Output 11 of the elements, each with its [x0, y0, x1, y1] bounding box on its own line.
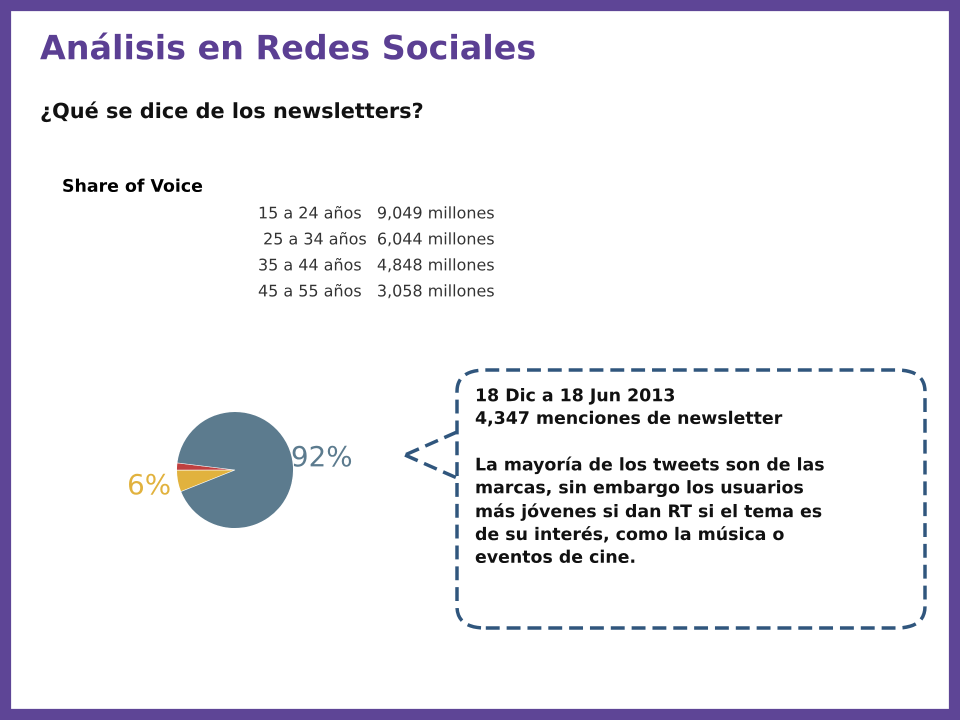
text: 25 a 34 años 6,044 millones	[264, 232, 494, 246]
text: 18 Dic a 18 Jun 2013 4,347 menciones de newsletter La mayoría de los tweets son de las marcas, sin embargo los usuarios más jóvenes si dan RT si el tema es de su interés, como la música o eventos de cine.	[476, 388, 824, 564]
data-label: 92%	[292, 446, 352, 467]
chart-title: Análisis en Redes Sociales	[40, 32, 535, 60]
data-label: 6%	[129, 474, 170, 495]
text: 45 a 55 años 3,058 millones	[258, 284, 494, 298]
text: 15 a 24 años 9,049 millones	[260, 206, 494, 220]
text: Share of Voice	[63, 178, 202, 192]
pie-slice	[176, 411, 294, 529]
chart-subtitle: ¿Qué se dice de los newsletters?	[41, 101, 422, 122]
text: 35 a 44 años 4,848 millones	[259, 258, 494, 272]
